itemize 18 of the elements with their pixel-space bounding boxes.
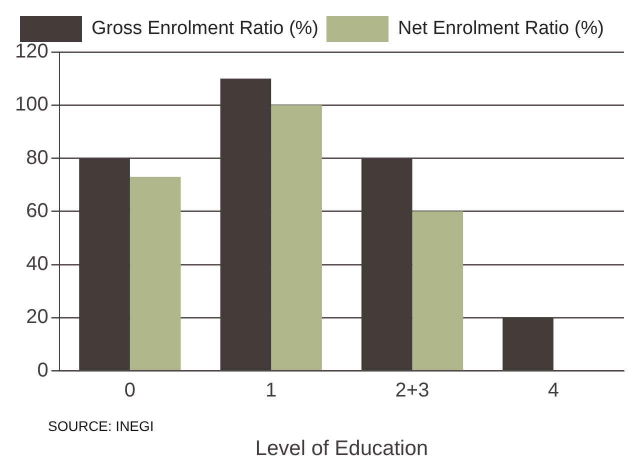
bar [271,105,322,370]
x-tick-label: 2+3 [395,379,430,402]
y-tick-label: 120 [14,40,48,63]
y-tick-label: 60 [26,200,48,222]
y-tick-label: 80 [26,146,48,169]
x-tick-label: 4 [548,379,559,402]
x-axis-title: Level of Education [255,437,428,460]
y-tick-label: 40 [26,253,48,276]
source-note: SOURCE: INEGI [48,418,154,434]
y-tick-label: 0 [37,359,48,382]
legend-label: Net Enrolment Ratio (%) [398,18,604,40]
bar [130,176,181,370]
x-tick-label: 0 [124,379,136,402]
legend-label: Gross Enrolment Ratio (%) [92,18,319,40]
bar [412,211,464,370]
x-tick-label: 1 [266,379,277,402]
y-tick-label: 20 [26,306,48,328]
y-tick-label: 100 [14,94,48,116]
